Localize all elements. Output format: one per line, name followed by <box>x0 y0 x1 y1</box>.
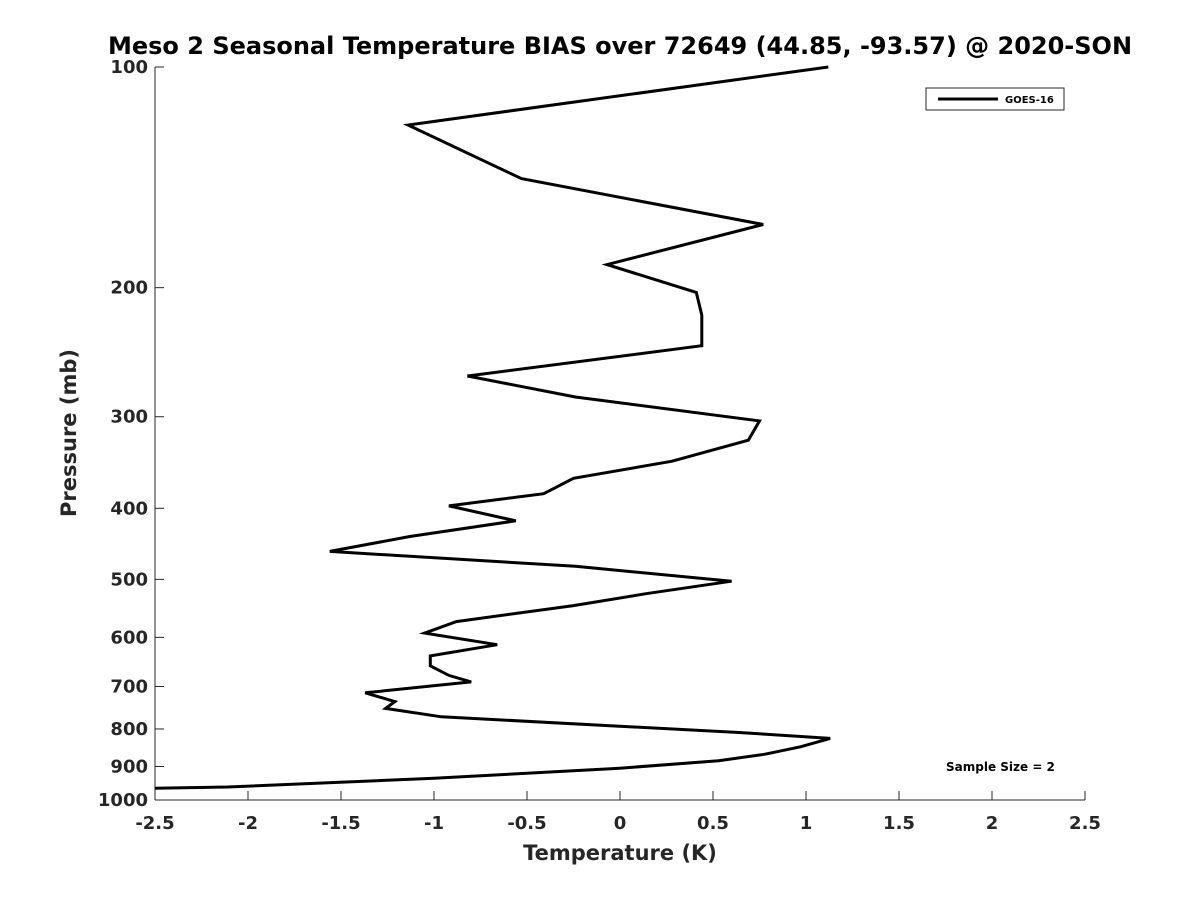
y-tick-label: 300 <box>110 407 148 428</box>
x-tick-label: 1 <box>800 813 813 834</box>
series-layer <box>154 65 831 790</box>
x-tick-label: 0 <box>614 813 627 834</box>
x-axis-ticks: -2.5 -2 -1.5 -1 -0.5 0 0.5 1 1.5 2 2.5 <box>135 791 1101 834</box>
y-tick-label: 600 <box>110 627 148 648</box>
x-tick-label: 0.5 <box>697 813 729 834</box>
y-tick-label: 900 <box>110 756 148 777</box>
sample-size-annotation: Sample Size = 2 <box>946 760 1055 774</box>
legend: GOES-16 <box>925 87 1065 111</box>
legend-label-goes-16: GOES-16 <box>1005 95 1054 106</box>
x-tick-label: 2 <box>986 813 999 834</box>
series-line-goes-16 <box>154 65 831 790</box>
y-tick-label: 500 <box>110 569 148 590</box>
y-axis-label: Pressure (mb) <box>57 349 81 517</box>
y-tick-label: 100 <box>110 57 148 78</box>
x-tick-label: 1.5 <box>883 813 915 834</box>
y-axis-ticks: 100 200 300 400 500 600 700 800 900 1000 <box>98 57 164 811</box>
y-tick-label: 400 <box>110 498 148 519</box>
x-tick-label: 2.5 <box>1069 813 1101 834</box>
x-tick-label: -1 <box>424 813 444 834</box>
y-tick-label: 800 <box>110 719 148 740</box>
x-tick-label: -2 <box>238 813 258 834</box>
y-tick-label: 700 <box>110 676 148 697</box>
x-tick-label: -2.5 <box>135 813 174 834</box>
y-tick-label: 200 <box>110 278 148 299</box>
x-tick-label: -0.5 <box>507 813 546 834</box>
chart-title: Meso 2 Seasonal Temperature BIAS over 72… <box>108 32 1132 60</box>
x-tick-label: -1.5 <box>321 813 360 834</box>
x-axis-label: Temperature (K) <box>523 841 717 865</box>
y-tick-label: 1000 <box>98 790 148 811</box>
